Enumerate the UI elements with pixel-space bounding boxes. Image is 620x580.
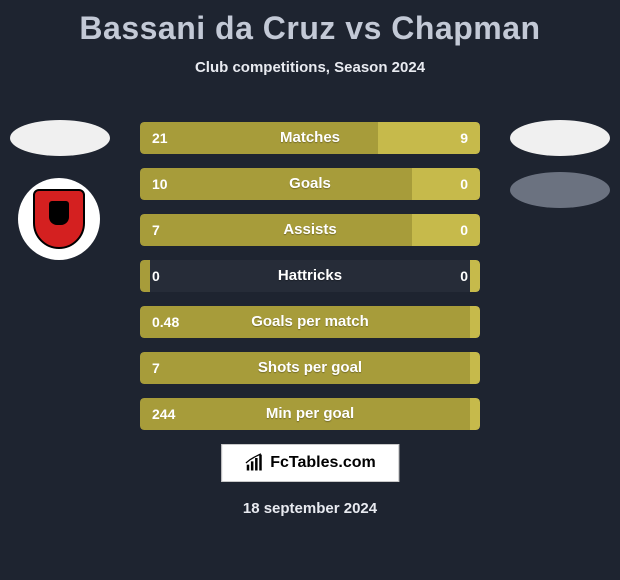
watermark-text: FcTables.com (270, 454, 376, 472)
stat-label: Goals (140, 168, 480, 200)
stat-row: 219Matches (140, 122, 480, 154)
stat-row: 7Shots per goal (140, 352, 480, 384)
stat-row: 0.48Goals per match (140, 306, 480, 338)
stat-row: 00Hattricks (140, 260, 480, 292)
stat-label: Goals per match (140, 306, 480, 338)
stat-row: 244Min per goal (140, 398, 480, 430)
watermark: FcTables.com (221, 444, 399, 482)
stat-label: Assists (140, 214, 480, 246)
date-label: 18 september 2024 (0, 500, 620, 517)
stat-label: Shots per goal (140, 352, 480, 384)
shield-icon (33, 189, 85, 249)
player1-team1-logo (10, 120, 110, 156)
player2-team2-logo (510, 172, 610, 208)
stat-row: 100Goals (140, 168, 480, 200)
subtitle: Club competitions, Season 2024 (0, 59, 620, 76)
chart-icon (244, 453, 264, 473)
player1-team2-logo (18, 178, 100, 260)
player2-team1-logo (510, 120, 610, 156)
page-title: Bassani da Cruz vs Chapman (0, 0, 620, 47)
stat-label: Min per goal (140, 398, 480, 430)
stat-label: Hattricks (140, 260, 480, 292)
stat-label: Matches (140, 122, 480, 154)
stat-row: 70Assists (140, 214, 480, 246)
comparison-bars: 219Matches 100Goals 70Assists 00Hattricks 0.… (140, 122, 480, 444)
